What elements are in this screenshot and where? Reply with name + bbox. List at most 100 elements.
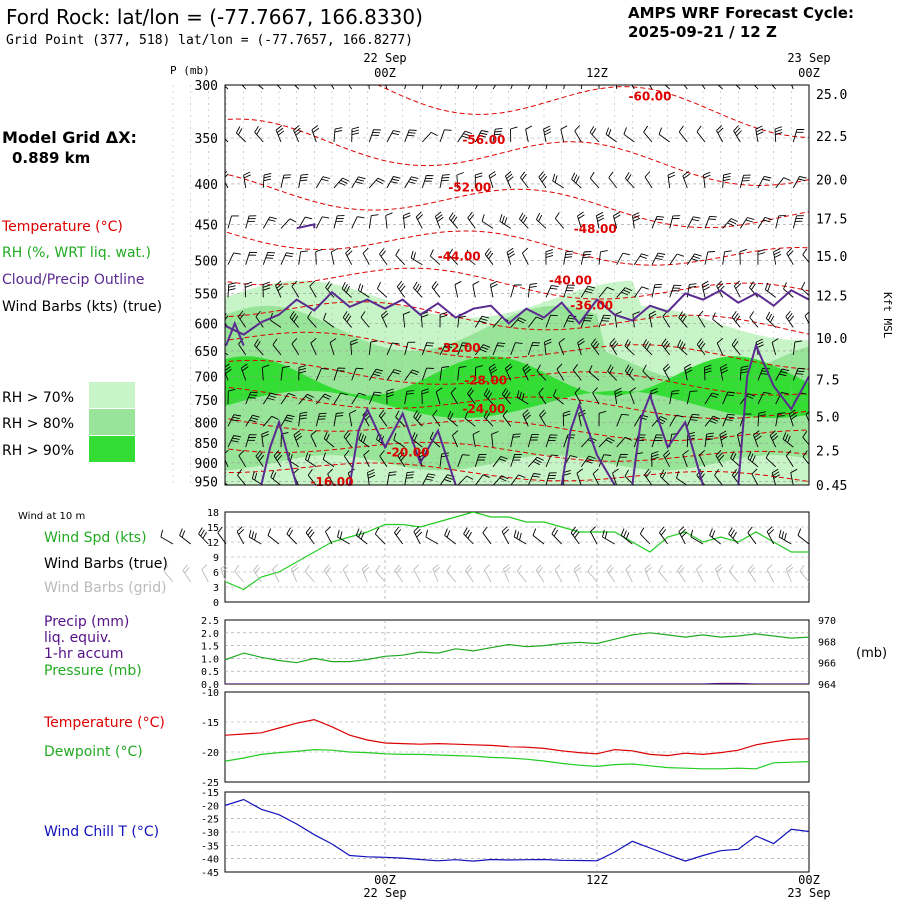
wind-barb bbox=[644, 171, 653, 189]
wind-barb bbox=[520, 171, 529, 189]
wind-barb bbox=[245, 251, 257, 265]
wind-barb-grid bbox=[766, 564, 775, 583]
panel-tick-label: -30 bbox=[201, 828, 219, 839]
cross-section-axes: 300 350 400 450 500 550 600 650 700 750 800 850 900 9… bbox=[170, 64, 894, 494]
wind-barb bbox=[439, 474, 455, 485]
bottom-date-label: 22 Sep bbox=[363, 886, 406, 900]
wind-barb bbox=[175, 285, 187, 297]
wind-barb bbox=[451, 430, 459, 448]
windchill-line bbox=[225, 798, 809, 862]
wind-barb bbox=[413, 410, 423, 427]
wind-barb bbox=[333, 392, 348, 405]
wind-barb-true bbox=[337, 529, 350, 545]
wind-barb bbox=[504, 363, 513, 381]
panel-tick-label: 3 bbox=[213, 583, 219, 594]
wind-barb-true bbox=[160, 529, 174, 545]
panel-tick-label: 1.5 bbox=[201, 642, 219, 653]
wind-barb bbox=[527, 433, 539, 448]
isotherms bbox=[225, 85, 809, 482]
wind-barb bbox=[457, 454, 470, 467]
wind-barb-true bbox=[728, 527, 739, 545]
wind-barb bbox=[563, 250, 574, 265]
wind-barb bbox=[307, 469, 317, 485]
wind-barb bbox=[739, 217, 755, 229]
wind-barb bbox=[598, 314, 611, 328]
wind-barb bbox=[791, 85, 794, 90]
wind-barb bbox=[790, 468, 798, 485]
wind-barb-true bbox=[501, 526, 510, 545]
wind-barb bbox=[765, 311, 777, 328]
wind-barb bbox=[792, 215, 804, 229]
wind-barb-grid bbox=[747, 564, 757, 583]
wind-barb bbox=[792, 340, 803, 355]
wind-barb bbox=[483, 388, 494, 405]
wind-barb bbox=[255, 310, 264, 328]
wind-barb bbox=[535, 212, 547, 229]
wind-barb bbox=[305, 452, 317, 468]
wind-barb bbox=[323, 431, 335, 448]
pressure-tick-label: 900 bbox=[195, 457, 218, 472]
wind-barb bbox=[245, 391, 258, 405]
wind-barb bbox=[351, 216, 365, 229]
wind-barb bbox=[404, 85, 407, 90]
wind-barb bbox=[227, 282, 236, 298]
wind-barb bbox=[552, 173, 564, 189]
wind-barb bbox=[792, 367, 806, 381]
wind-barb bbox=[474, 365, 483, 381]
wind-barb bbox=[464, 249, 476, 266]
wind-barb bbox=[788, 409, 798, 427]
isotherm-label: -60.00 bbox=[629, 89, 672, 103]
panel-tick-label: -45 bbox=[201, 868, 219, 879]
wind-barb bbox=[492, 475, 509, 485]
wind-barb-grid bbox=[182, 564, 192, 583]
wind-barb bbox=[605, 127, 617, 143]
wind-barb bbox=[522, 363, 531, 381]
wind-barb bbox=[333, 215, 345, 229]
precip-label: Precip (mm) bbox=[44, 614, 129, 630]
wind-barb bbox=[651, 283, 663, 298]
wind-barb bbox=[315, 248, 323, 265]
wind-barb bbox=[185, 469, 193, 485]
wind-barb bbox=[276, 85, 282, 90]
wind-barb bbox=[457, 130, 473, 143]
wind-barb bbox=[411, 432, 423, 448]
wind-barb bbox=[588, 365, 600, 381]
wind-barb bbox=[404, 369, 420, 381]
wind-barb bbox=[244, 281, 253, 298]
wind-barb bbox=[298, 411, 308, 427]
wind-barb bbox=[510, 317, 527, 328]
wind-barb bbox=[432, 409, 441, 427]
wind-barb bbox=[556, 363, 565, 381]
wind-barb bbox=[472, 430, 480, 448]
wind-barb bbox=[502, 409, 512, 427]
wind-barb bbox=[696, 338, 706, 356]
wind-barb bbox=[545, 85, 548, 90]
wind-barb-grid bbox=[163, 564, 174, 583]
wind-barb bbox=[651, 252, 666, 265]
wind-barb bbox=[704, 415, 721, 427]
wind-barb-grid bbox=[394, 564, 404, 583]
wind-barb bbox=[368, 340, 379, 355]
height-tick-label: 25.0 bbox=[816, 88, 847, 103]
panel-frame bbox=[224, 691, 810, 783]
isotherm-line bbox=[225, 462, 809, 482]
wind-barb bbox=[386, 342, 400, 356]
wind-barb bbox=[298, 365, 307, 381]
pressure-tick-label: 550 bbox=[195, 287, 218, 302]
wind-barb bbox=[272, 338, 282, 356]
wind-barb bbox=[686, 413, 700, 427]
wind-barb-true bbox=[690, 529, 704, 545]
wind-barb bbox=[257, 85, 264, 90]
wind-barb bbox=[753, 85, 759, 90]
wind-barb-true bbox=[463, 527, 474, 545]
wind-barb bbox=[385, 212, 393, 229]
wind-barb bbox=[733, 125, 742, 143]
wind-barb bbox=[722, 172, 731, 188]
wind-barb bbox=[536, 364, 547, 381]
wind-barb bbox=[298, 393, 314, 405]
isotherm-line bbox=[225, 230, 809, 266]
wind-barb bbox=[341, 282, 353, 298]
wind-barb bbox=[631, 85, 635, 90]
wind-barb bbox=[421, 473, 436, 485]
wind-barb bbox=[241, 85, 247, 90]
